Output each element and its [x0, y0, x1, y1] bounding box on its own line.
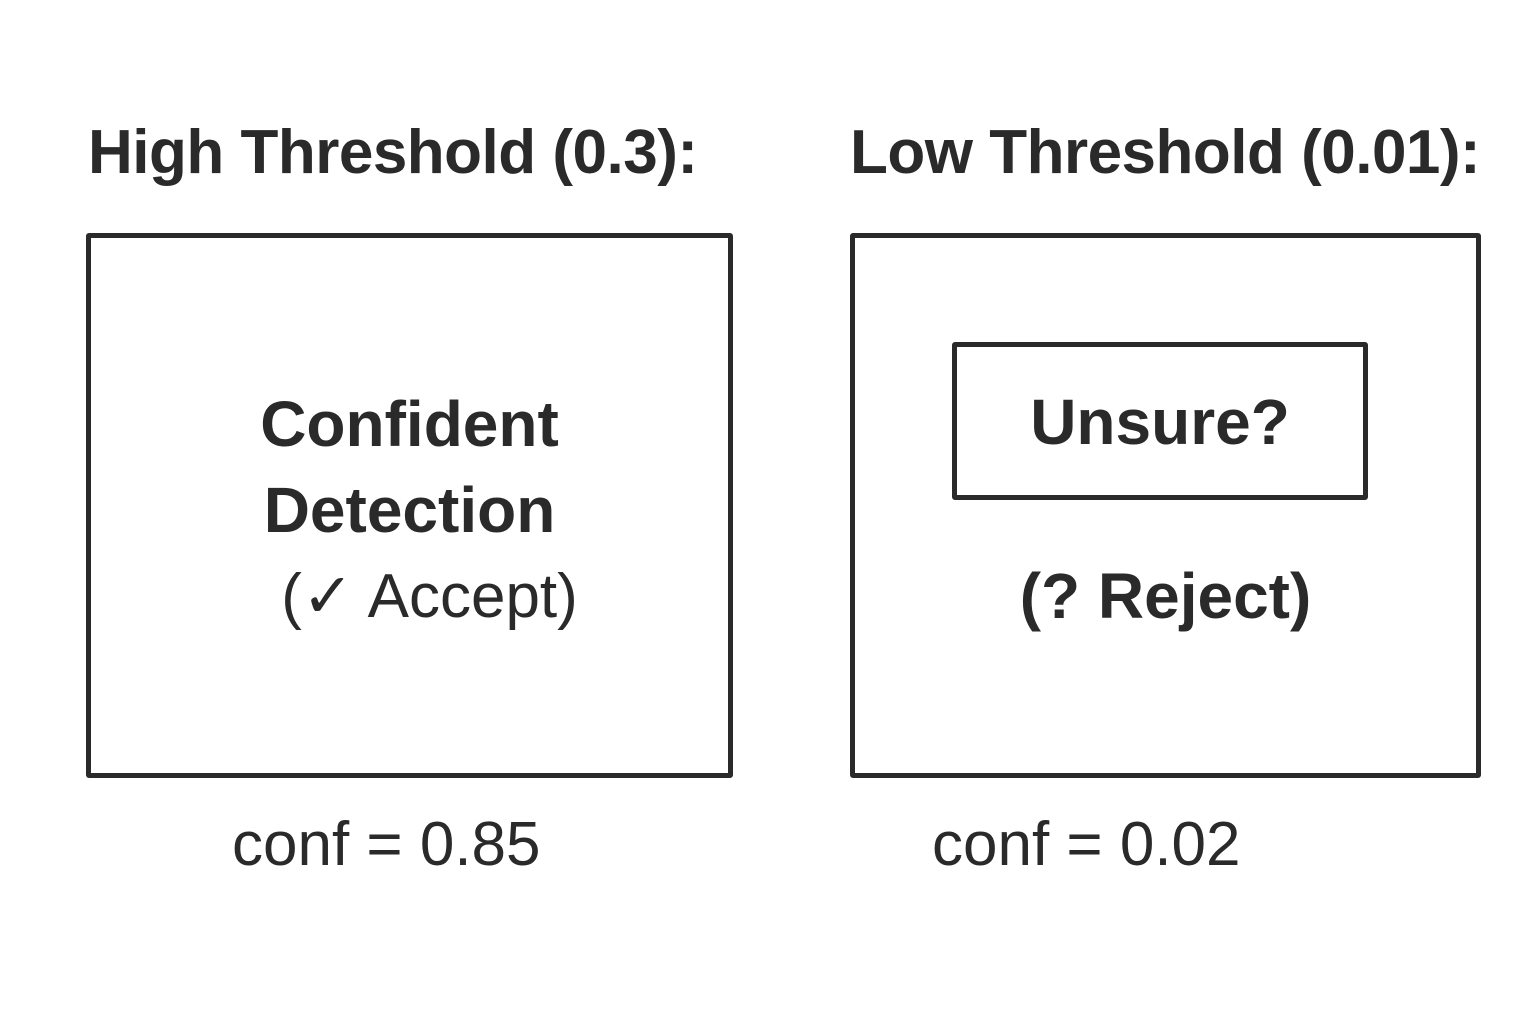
left-panel-heading: High Threshold (0.3): — [88, 118, 698, 187]
right-panel-heading: Low Threshold (0.01): — [850, 118, 1481, 187]
left-confidence-label: conf = 0.85 — [232, 810, 541, 879]
right-outer-frame — [850, 233, 1481, 778]
right-inner-box — [952, 342, 1368, 500]
left-decision-label: (✓ Accept) — [281, 562, 578, 631]
left-outer-frame — [86, 233, 733, 778]
left-detection-line1: Confident — [260, 388, 559, 460]
right-inner-label: Unsure? — [1030, 386, 1290, 458]
right-confidence-label: conf = 0.02 — [932, 810, 1241, 879]
right-decision-label: (? Reject) — [1019, 560, 1312, 632]
left-detection-line2: Detection — [263, 474, 556, 546]
